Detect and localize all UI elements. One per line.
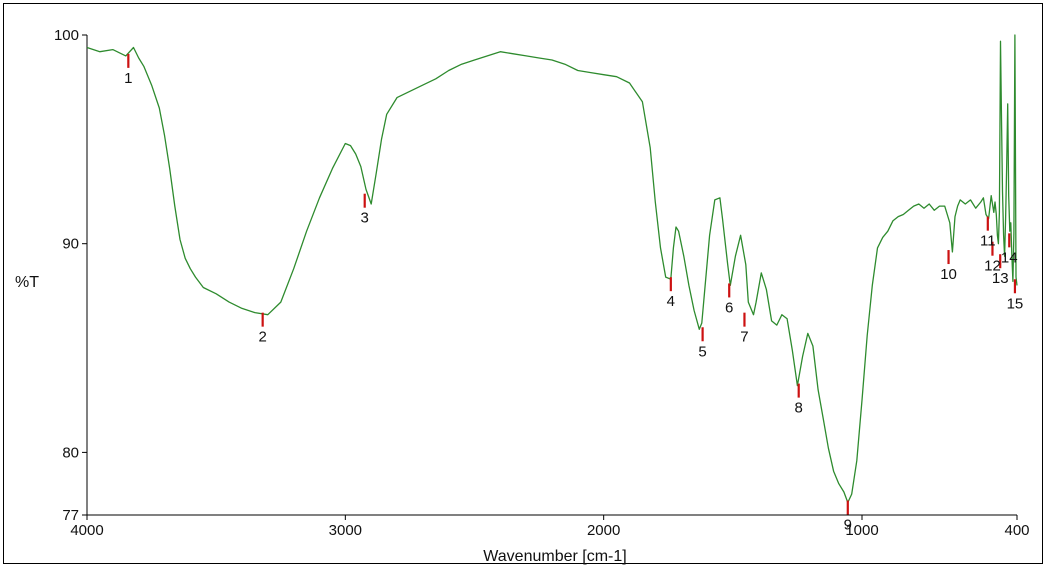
peak-label-13: 13: [992, 270, 1009, 287]
peak-label-9: 9: [844, 516, 852, 533]
peak-label-12: 12: [984, 258, 1001, 275]
peak-label-2: 2: [258, 329, 266, 346]
peak-label-5: 5: [698, 343, 706, 360]
x-tick-label: 3000: [329, 522, 362, 539]
x-tick-label: 1000: [845, 522, 878, 539]
y-tick-label: 100: [54, 27, 79, 44]
y-tick-label: 90: [62, 236, 79, 253]
y-axis-title: %T: [15, 274, 39, 291]
peak-label-14: 14: [1001, 249, 1018, 266]
x-tick-label: 2000: [587, 522, 620, 539]
peak-label-6: 6: [725, 299, 733, 316]
peak-label-3: 3: [361, 210, 369, 227]
y-tick-label: 80: [62, 444, 79, 461]
chart-frame: 4000 3000 2000 1000 400 100 90 80 77 1 2 3 4 5 6 7 8 9 10…: [3, 3, 1043, 565]
peak-label-7: 7: [740, 329, 748, 346]
peak-label-4: 4: [667, 293, 675, 310]
x-tick-label: 400: [1004, 522, 1029, 539]
spectrum-line: [86, 34, 1018, 504]
x-tick-label: 4000: [70, 522, 103, 539]
x-axis-title: Wavenumber [cm-1]: [483, 548, 626, 565]
peak-label-1: 1: [124, 70, 132, 87]
peak-label-15: 15: [1007, 295, 1024, 312]
peak-label-8: 8: [795, 400, 803, 417]
peak-label-11: 11: [980, 233, 996, 250]
peak-label-10: 10: [940, 266, 957, 283]
y-tick-label: 77: [62, 507, 79, 524]
